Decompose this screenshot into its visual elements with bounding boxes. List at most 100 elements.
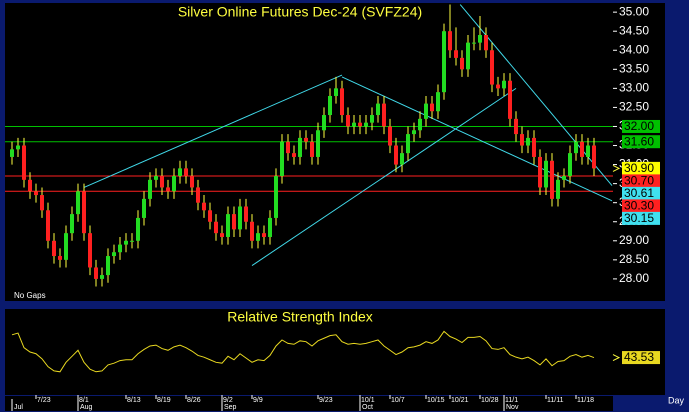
candle-body bbox=[562, 176, 566, 180]
candle-body bbox=[328, 95, 332, 116]
candle-body bbox=[244, 206, 248, 222]
candle-body bbox=[226, 214, 230, 237]
candle-body bbox=[220, 233, 224, 237]
candle-body bbox=[28, 179, 32, 192]
candle-body bbox=[208, 210, 212, 222]
price-tag-label: 31.60 bbox=[624, 134, 654, 148]
y-tick-label: 32.50 bbox=[619, 100, 649, 114]
candle-body bbox=[76, 191, 80, 215]
candle-body bbox=[250, 221, 254, 241]
candle-body bbox=[538, 156, 542, 188]
price-tag-label: 30.90 bbox=[624, 161, 654, 175]
candle-body bbox=[526, 137, 530, 146]
candle-body bbox=[388, 126, 392, 146]
rsi-tag bbox=[622, 351, 660, 365]
price-tag bbox=[622, 135, 660, 149]
price-tag-label: 30.15 bbox=[624, 211, 654, 225]
candle-body bbox=[130, 240, 134, 242]
candle-body bbox=[232, 214, 236, 230]
y-tick-label: 34.50 bbox=[619, 23, 649, 37]
x-tick-label: 8/1 bbox=[79, 397, 89, 404]
candle-body bbox=[88, 233, 92, 268]
candle-body bbox=[136, 217, 140, 241]
price-tag bbox=[622, 211, 660, 225]
candle-body bbox=[142, 198, 146, 218]
candle-body bbox=[286, 141, 290, 154]
candle-body bbox=[502, 80, 506, 89]
y-tick-label: 33.50 bbox=[619, 61, 649, 75]
candle-body bbox=[46, 210, 50, 241]
trend-line bbox=[341, 76, 613, 202]
candle-body bbox=[334, 88, 338, 96]
x-tick-label: 10/28 bbox=[481, 397, 499, 404]
candle-body bbox=[454, 50, 458, 58]
y-tick-label: 29.00 bbox=[619, 233, 649, 247]
price-tag-label: 30.30 bbox=[624, 199, 654, 213]
x-tick-label: 9/2 bbox=[223, 397, 233, 404]
month-label: Nov bbox=[506, 404, 519, 411]
y-tick-label: 34.00 bbox=[619, 42, 649, 56]
y-tick-label: 28.50 bbox=[619, 252, 649, 266]
candle-body bbox=[418, 118, 422, 131]
candle-body bbox=[568, 153, 572, 177]
candle-body bbox=[592, 145, 596, 169]
candle-body bbox=[82, 191, 86, 234]
candle-body bbox=[466, 42, 470, 70]
price-tag-label: 30.61 bbox=[624, 186, 654, 200]
candle-body bbox=[172, 176, 176, 192]
x-tick-label: 10/21 bbox=[451, 397, 469, 404]
candle-body bbox=[484, 35, 488, 51]
trend-line bbox=[251, 87, 517, 266]
candle-body bbox=[202, 202, 206, 211]
x-tick-label: 11/11 bbox=[547, 397, 564, 404]
candle-body bbox=[322, 115, 326, 131]
x-tick-label: 10/7 bbox=[391, 397, 405, 404]
candle-body bbox=[508, 80, 512, 119]
x-tick-label: 11/1 bbox=[505, 397, 518, 404]
month-label: Aug bbox=[80, 404, 93, 411]
candle-body bbox=[316, 130, 320, 157]
candle-body bbox=[400, 153, 404, 165]
candle-body bbox=[184, 168, 188, 177]
price-tag bbox=[622, 119, 660, 133]
candle-body bbox=[160, 176, 164, 188]
candle-body bbox=[22, 145, 26, 180]
candle-body bbox=[556, 179, 560, 199]
candle-body bbox=[472, 42, 476, 44]
price-axis bbox=[613, 3, 665, 301]
candle-body bbox=[448, 31, 452, 51]
price-tag bbox=[622, 186, 660, 200]
rsi-title: Relative Strength Index bbox=[227, 309, 373, 325]
candle-body bbox=[280, 141, 284, 177]
x-tick-label: 9/23 bbox=[319, 397, 333, 404]
candle-body bbox=[364, 122, 368, 127]
candle-body bbox=[580, 141, 584, 157]
candle-body bbox=[154, 176, 158, 180]
month-label: Sep bbox=[224, 404, 237, 411]
month-label: Oct bbox=[362, 404, 373, 411]
candle-body bbox=[274, 176, 278, 218]
candle-body bbox=[310, 141, 314, 157]
candle-body bbox=[64, 233, 68, 260]
candle-body bbox=[238, 206, 242, 230]
price-tag-label: 32.00 bbox=[624, 119, 654, 133]
x-tick-label: 8/19 bbox=[157, 397, 171, 404]
candle-body bbox=[166, 187, 170, 192]
candle-body bbox=[148, 179, 152, 199]
candle-body bbox=[574, 141, 578, 154]
price-panel bbox=[5, 3, 613, 301]
candle-body bbox=[370, 115, 374, 123]
candle-body bbox=[256, 233, 260, 241]
candle-body bbox=[112, 252, 116, 257]
candle-body bbox=[532, 137, 536, 157]
candle-body bbox=[514, 118, 518, 135]
candle-body bbox=[394, 145, 398, 165]
rsi-panel bbox=[5, 309, 613, 395]
rsi-line bbox=[11, 330, 595, 373]
candle-body bbox=[70, 214, 74, 234]
candle-body bbox=[478, 35, 482, 43]
candle-body bbox=[346, 115, 350, 127]
price-tag bbox=[622, 174, 660, 188]
candle-body bbox=[586, 145, 590, 157]
candle-body bbox=[352, 122, 356, 127]
